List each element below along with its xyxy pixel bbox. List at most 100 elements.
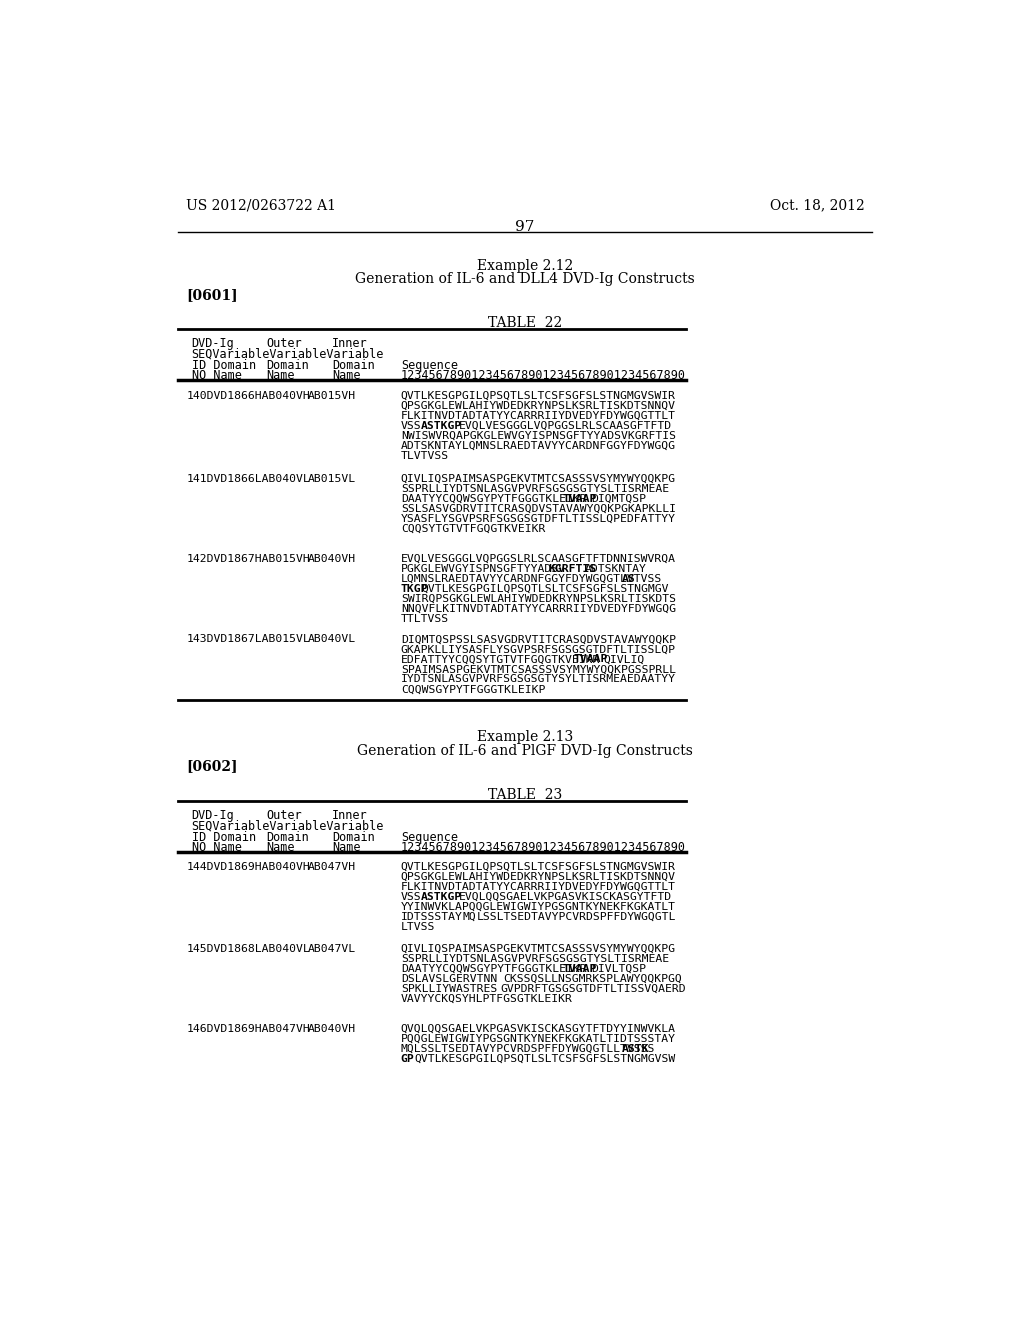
- Text: TABLE  22: TABLE 22: [487, 317, 562, 330]
- Text: TLVTVSS: TLVTVSS: [400, 451, 449, 461]
- Text: DIQMTQSPSSLSASVGDRVTITCRASQDVSTAVAWYQQKP: DIQMTQSPSSLSASVGDRVTITCRASQDVSTAVAWYQQKP: [400, 635, 676, 644]
- Text: Name: Name: [266, 841, 295, 854]
- Text: NNQVFLKITNVDTADTATYYCARRRIIYDVEDYFDYWGQG: NNQVFLKITNVDTADTATYYCARRRIIYDVEDYFDYWGQG: [400, 605, 676, 614]
- Text: Generation of IL-6 and PlGF DVD-Ig Constructs: Generation of IL-6 and PlGF DVD-Ig Const…: [356, 743, 693, 758]
- Text: SWIRQPSGKGLEWLAHIYWDEDKRYNPSLKSRLTISKDTS: SWIRQPSGKGLEWLAHIYWDEDKRYNPSLKSRLTISKDTS: [400, 594, 676, 605]
- Text: Domain: Domain: [266, 359, 308, 372]
- Text: SSPRLLIYDTSNLASGVPVRFSGSGSGTYSLTISRMEAE: SSPRLLIYDTSNLASGVPVRFSGSGSGTYSLTISRMEAE: [400, 954, 669, 964]
- Text: 144DVD1869HAB040VH: 144DVD1869HAB040VH: [186, 862, 310, 873]
- Text: Sequence: Sequence: [400, 359, 458, 372]
- Text: ASTKGP: ASTKGP: [421, 421, 462, 430]
- Text: QVTLKESGPGILQPSQTLSLTCSFSGFSLSTNGMGVSW: QVTLKESGPGILQPSQTLSLTCSFSGFSLSTNGMGVSW: [414, 1053, 675, 1064]
- Text: PGKGLEWVGYISPNSGFTYYADSV: PGKGLEWVGYISPNSGFTYYADSV: [400, 564, 566, 574]
- Text: 146DVD1869HAB047VH: 146DVD1869HAB047VH: [186, 1024, 310, 1034]
- Text: ADTSKNTAY: ADTSKNTAY: [586, 564, 647, 574]
- Text: QVTLKESGPGILQPSQTLSLTCSFSGFSLSTNGMGVSWIR: QVTLKESGPGILQPSQTLSLTCSFSGFSLSTNGMGVSWIR: [400, 862, 676, 873]
- Text: ID Domain: ID Domain: [191, 359, 256, 372]
- Text: VSS: VSS: [400, 421, 422, 430]
- Text: DSLAVSLGERVTNN: DSLAVSLGERVTNN: [400, 974, 497, 983]
- Text: KGRFTIS: KGRFTIS: [549, 564, 597, 574]
- Text: QVTLKESGPGILQPSQTLSLTCSFSGFSLSTNGMGV: QVTLKESGPGILQPSQTLSLTCSFSGFSLSTNGMGV: [421, 585, 669, 594]
- Text: 143DVD1867LAB015VL: 143DVD1867LAB015VL: [186, 635, 310, 644]
- Text: EVQLQQSGAELVKPGASVKISCKASGYTFTD: EVQLQQSGAELVKPGASVKISCKASGYTFTD: [459, 892, 672, 902]
- Text: ID Domain: ID Domain: [191, 830, 256, 843]
- Text: TVAAP: TVAAP: [573, 655, 608, 664]
- Text: ASTK: ASTK: [622, 1044, 649, 1053]
- Text: AB015VH: AB015VH: [308, 391, 356, 401]
- Text: YSASFLYSGVPSRFSGSGSGTDFTLTISSLQPEDFATTYY: YSASFLYSGVPSRFSGSGSGTDFTLTISSLQPEDFATTYY: [400, 515, 676, 524]
- Text: QIVLIQSPAIMSASPGEKVTMTCSASSSVSYMYWYQQKPG: QIVLIQSPAIMSASPGEKVTMTCSASSSVSYMYWYQQKPG: [400, 474, 676, 484]
- Text: Outer: Outer: [266, 809, 302, 822]
- Text: Name: Name: [332, 841, 360, 854]
- Text: GKAPKLLIYSASFLYSGVPSRFSGSGSGTDFTLTISSLQP: GKAPKLLIYSASFLYSGVPSRFSGSGSGTDFTLTISSLQP: [400, 644, 676, 655]
- Text: Domain: Domain: [266, 830, 308, 843]
- Text: LQMNSLRAEDTAVYYCARDNFGGYFDYWGQGTLVTVSS: LQMNSLRAEDTAVYYCARDNFGGYFDYWGQGTLVTVSS: [400, 574, 663, 585]
- Text: MQLSSLTSEDTAVYPCVRDSPFFDYWGQGTLLTVSSS: MQLSSLTSEDTAVYPCVRDSPFFDYWGQGTLLTVSSS: [400, 1044, 655, 1053]
- Text: GP: GP: [400, 1053, 415, 1064]
- Text: SPAIMSASPGEKVTMTCSASSSVSYMYWYQQKPGSSPRLL: SPAIMSASPGEKVTMTCSASSSVSYMYWYQQKPGSSPRLL: [400, 664, 676, 675]
- Text: DIQMTQSP: DIQMTQSP: [592, 494, 646, 504]
- Text: 142DVD1867HAB015VH: 142DVD1867HAB015VH: [186, 554, 310, 564]
- Text: QIVLIQSPAIMSASPGEKVTMTCSASSSVSYMYWYQQKPG: QIVLIQSPAIMSASPGEKVTMTCSASSSVSYMYWYQQKPG: [400, 944, 676, 954]
- Text: TABLE  23: TABLE 23: [487, 788, 562, 803]
- Text: 97: 97: [515, 220, 535, 234]
- Text: SEQVariableVariableVariable: SEQVariableVariableVariable: [191, 820, 384, 833]
- Text: Oct. 18, 2012: Oct. 18, 2012: [769, 198, 864, 213]
- Text: ADTSKNTAYLQMNSLRAEDTAVYYCARDNFGGYFDYWGQG: ADTSKNTAYLQMNSLRAEDTAVYYCARDNFGGYFDYWGQG: [400, 441, 676, 451]
- Text: ASTKGP: ASTKGP: [421, 892, 462, 902]
- Text: 140DVD1866HAB040VH: 140DVD1866HAB040VH: [186, 391, 310, 401]
- Text: QIVLIQ: QIVLIQ: [603, 655, 644, 664]
- Text: CKSSQSLLNSGMRKSPLAWYQQKPGQ: CKSSQSLLNSGMRKSPLAWYQQKPGQ: [503, 974, 682, 983]
- Text: Domain: Domain: [332, 830, 375, 843]
- Text: YYINWVKLAPQQGLEWIGWIYPGSGNTKYNEKFKGKATLT: YYINWVKLAPQQGLEWIGWIYPGSGNTKYNEKFKGKATLT: [400, 903, 676, 912]
- Text: Sequence: Sequence: [400, 830, 458, 843]
- Text: EVQLVESGGGLVQPGGSLRLSCAASGFTFTDNNISWVRQA: EVQLVESGGGLVQPGGSLRLSCAASGFTFTDNNISWVRQA: [400, 554, 676, 564]
- Text: DAATYYCQQWSGYPYTFGGGTKLEIKR: DAATYYCQQWSGYPYTFGGGTKLEIKR: [400, 964, 587, 974]
- Text: VAVYYCKQSYHLPTFGSGTKLEIKR: VAVYYCKQSYHLPTFGSGTKLEIKR: [400, 994, 572, 1003]
- Text: AS: AS: [622, 574, 636, 585]
- Text: QVQLQQSGAELVKPGASVKISCKASGYTFTDYYINWVKLA: QVQLQQSGAELVKPGASVKISCKASGYTFTDYYINWVKLA: [400, 1024, 676, 1034]
- Text: SSLSASVGDRVTITCRASQDVSTAVAWYQQKPGKAPKLLI: SSLSASVGDRVTITCRASQDVSTAVAWYQQKPGKAPKLLI: [400, 504, 676, 513]
- Text: Outer: Outer: [266, 337, 302, 350]
- Text: Inner: Inner: [332, 809, 368, 822]
- Text: NO Name: NO Name: [191, 370, 242, 383]
- Text: AB040VL: AB040VL: [308, 635, 356, 644]
- Text: LSSLTSEDTAVYPCVRDSPFFDYWGQGTL: LSSLTSEDTAVYPCVRDSPFFDYWGQGTL: [477, 912, 676, 923]
- Text: 141DVD1866LAB040VL: 141DVD1866LAB040VL: [186, 474, 310, 484]
- Text: SPKLLIYWASTRES: SPKLLIYWASTRES: [400, 983, 497, 994]
- Text: AB040VH: AB040VH: [308, 554, 356, 564]
- Text: EDFATTYYCQQSYTGTVTFGQGTKVEIKR: EDFATTYYCQQSYTGTVTFGQGTKVEIKR: [400, 655, 600, 664]
- Text: MQ: MQ: [463, 912, 476, 923]
- Text: [0601]: [0601]: [186, 288, 238, 302]
- Text: EVQLVESGGGLVQPGGSLRLSCAASGFTFTD: EVQLVESGGGLVQPGGSLRLSCAASGFTFTD: [459, 421, 672, 430]
- Text: IYDTSNLASGVPVRFSGSGSGTYSYLTISRMEAEDAATYY: IYDTSNLASGVPVRFSGSGSGTYSYLTISRMEAEDAATYY: [400, 675, 676, 684]
- Text: SSPRLLIYDTSNLASGVPVRFSGSGSGTYSLTISRMEAE: SSPRLLIYDTSNLASGVPVRFSGSGSGTYSLTISRMEAE: [400, 484, 669, 494]
- Text: Name: Name: [266, 370, 295, 383]
- Text: QPSGKGLEWLAHIYWDEDKRYNPSLKSRLTISKDTSNNQV: QPSGKGLEWLAHIYWDEDKRYNPSLKSRLTISKDTSNNQV: [400, 873, 676, 882]
- Text: Example 2.12: Example 2.12: [477, 259, 572, 272]
- Text: QPSGKGLEWLAHIYWDEDKRYNPSLKSRLTISKDTSNNQV: QPSGKGLEWLAHIYWDEDKRYNPSLKSRLTISKDTSNNQV: [400, 401, 676, 411]
- Text: AB047VH: AB047VH: [308, 862, 356, 873]
- Text: DAATYYCQQWSGYPYTFGGGTKLEIKR: DAATYYCQQWSGYPYTFGGGTKLEIKR: [400, 494, 587, 504]
- Text: FLKITNVDTADTATYYCARRRIIYDVEDYFDYWGQGTTLT: FLKITNVDTADTATYYCARRRIIYDVEDYFDYWGQGTTLT: [400, 882, 676, 892]
- Text: LTVSS: LTVSS: [400, 923, 435, 932]
- Text: NWISWVRQAPGKGLEWVGYISPNSGFTYYADSVKGRFTIS: NWISWVRQAPGKGLEWVGYISPNSGFTYYADSVKGRFTIS: [400, 430, 676, 441]
- Text: Name: Name: [332, 370, 360, 383]
- Text: 145DVD1868LAB040VL: 145DVD1868LAB040VL: [186, 944, 310, 954]
- Text: SEQVariableVariableVariable: SEQVariableVariableVariable: [191, 348, 384, 360]
- Text: US 2012/0263722 A1: US 2012/0263722 A1: [186, 198, 336, 213]
- Text: FLKITNVDTADTATYYCARRRIIYDVEDYFDYWGQGTTLT: FLKITNVDTADTATYYCARRRIIYDVEDYFDYWGQGTTLT: [400, 411, 676, 421]
- Text: [0602]: [0602]: [186, 759, 238, 774]
- Text: TTLTVSS: TTLTVSS: [400, 614, 449, 624]
- Text: TVAAP: TVAAP: [563, 494, 597, 504]
- Text: NO Name: NO Name: [191, 841, 242, 854]
- Text: Example 2.13: Example 2.13: [477, 730, 572, 743]
- Text: DVD-Ig: DVD-Ig: [191, 809, 234, 822]
- Text: VSS: VSS: [400, 892, 422, 902]
- Text: IDTSSSTAY: IDTSSSTAY: [400, 912, 463, 923]
- Text: DVD-Ig: DVD-Ig: [191, 337, 234, 350]
- Text: CQQSYTGTVTFGQGTKVEIKR: CQQSYTGTVTFGQGTKVEIKR: [400, 524, 545, 535]
- Text: Domain: Domain: [332, 359, 375, 372]
- Text: CQQWSGYPYTFGGGTKLEIKP: CQQWSGYPYTFGGGTKLEIKP: [400, 684, 545, 694]
- Text: AB040VH: AB040VH: [308, 1024, 356, 1034]
